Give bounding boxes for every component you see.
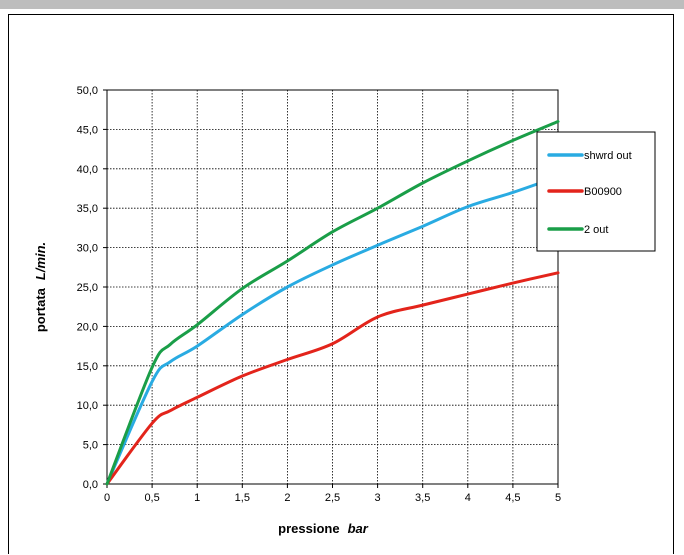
x-tick-label: 5 (555, 492, 561, 504)
series-line-1 (105, 175, 560, 486)
y-tick-label: 50,0 (77, 85, 98, 97)
x-tick-label: 3,5 (415, 492, 430, 504)
legend: shwrd out B00900 2 out (536, 131, 656, 252)
y-axis-label: portataL/min. (33, 242, 48, 332)
y-tick-label: 40,0 (77, 164, 98, 176)
y-tick-label: 25,0 (77, 282, 98, 294)
y-tick-label: 5,0 (83, 440, 98, 452)
y-tick-label: 0,0 (83, 479, 98, 491)
x-tick-label: 2 (284, 492, 290, 504)
top-bar (0, 0, 684, 9)
series-line-3 (105, 120, 560, 486)
chart-frame (8, 14, 674, 554)
legend-label-3: 2 out (584, 224, 608, 236)
x-tick-labels: 0 0,5 1 1,5 2 2,5 3 3,5 4 4,5 5 (104, 492, 561, 504)
legend-label-1: shwrd out (584, 150, 632, 162)
x-tick-label: 0 (104, 492, 110, 504)
y-tick-label: 10,0 (77, 400, 98, 412)
y-tick-label: 35,0 (77, 203, 98, 215)
x-tick-label: 3 (375, 492, 381, 504)
y-tick-label: 15,0 (77, 361, 98, 373)
x-tick-label: 4,5 (505, 492, 520, 504)
y-tick-label: 20,0 (77, 321, 98, 333)
x-tick-label: 0,5 (144, 492, 159, 504)
x-tick-label: 2,5 (325, 492, 340, 504)
y-tick-labels: 0,0 5,0 10,0 15,0 20,0 25,0 30,0 35,0 40,0 45,0 50… (77, 85, 98, 491)
y-tick-label: 45,0 (77, 124, 98, 136)
x-tick-label: 1,5 (235, 492, 250, 504)
x-tick-label: 4 (465, 492, 471, 504)
x-tick-label: 1 (194, 492, 200, 504)
series-line-2 (105, 271, 560, 486)
legend-label-2: B00900 (584, 186, 622, 198)
x-axis-label: pressione bar (278, 521, 369, 536)
y-tick-label: 30,0 (77, 243, 98, 255)
series-lines (105, 120, 560, 486)
